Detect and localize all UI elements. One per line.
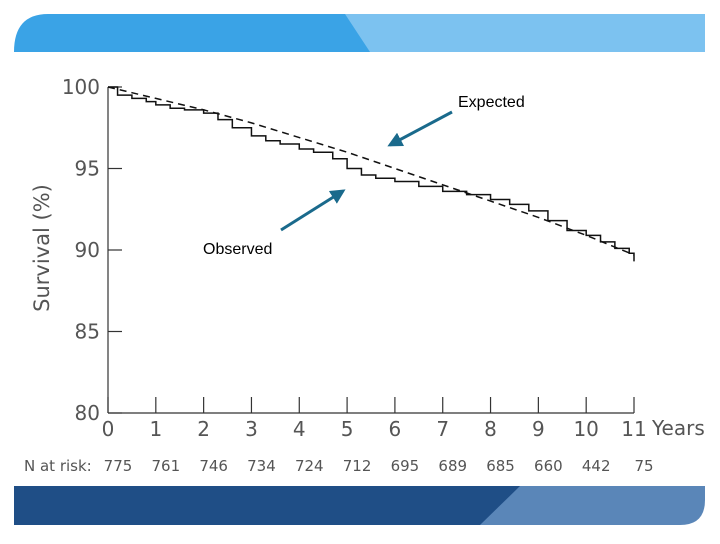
x-tick-label: 5 <box>341 417 354 441</box>
x-axis-unit-label: Years <box>651 416 705 440</box>
x-tick-label: 11 <box>621 417 646 441</box>
at-risk-value: 689 <box>438 457 467 475</box>
top-banner <box>14 14 705 52</box>
at-risk-value: 660 <box>534 457 563 475</box>
at-risk-value: 442 <box>582 457 611 475</box>
at-risk-value: 75 <box>634 457 653 475</box>
x-tick-label: 1 <box>149 417 162 441</box>
axes: 80 85 90 95 100 0 1 2 3 4 5 6 7 8 9 10 11 Years Survival (… <box>30 75 705 441</box>
series-layer <box>107 86 635 262</box>
at-risk-value: 695 <box>391 457 420 475</box>
bottom-banner <box>14 486 705 525</box>
observed-arrow <box>280 189 346 232</box>
at-risk-value: 712 <box>343 457 372 475</box>
x-tick-label: 0 <box>102 417 115 441</box>
annotation-arrows <box>280 110 453 232</box>
at-risk-value: 734 <box>247 457 276 475</box>
x-tick-label: 8 <box>484 417 497 441</box>
x-tick-label: 7 <box>436 417 449 441</box>
x-tick-label: 4 <box>293 417 306 441</box>
at-risk-value: 775 <box>104 457 133 475</box>
at-risk-value: 685 <box>486 457 515 475</box>
expected-annotation: Expected <box>458 94 525 111</box>
at-risk-value: 761 <box>151 457 180 475</box>
at-risk-value: 746 <box>199 457 228 475</box>
observed-annotation: Observed <box>203 241 273 258</box>
y-tick-label: 90 <box>75 238 100 262</box>
series-expected-line <box>107 86 635 256</box>
at-risk-value: 724 <box>295 457 324 475</box>
y-tick-label: 95 <box>75 157 100 181</box>
series-observed-line <box>108 86 635 262</box>
y-tick-label: 80 <box>75 401 100 425</box>
y-tick-label: 85 <box>75 320 100 344</box>
x-tick-label: 9 <box>532 417 545 441</box>
x-tick-label: 3 <box>245 417 258 441</box>
y-axis-label: Survival (%) <box>30 184 54 312</box>
x-tick-label: 6 <box>389 417 402 441</box>
expected-arrow <box>387 110 453 147</box>
y-tick-label: 100 <box>62 75 100 99</box>
at-risk-label: N at risk: <box>24 457 92 475</box>
x-tick-label: 10 <box>573 417 598 441</box>
x-tick-label: 2 <box>197 417 210 441</box>
at-risk-row: N at risk: 775 761 746 734 724 712 695 689 685 660… <box>24 457 654 475</box>
